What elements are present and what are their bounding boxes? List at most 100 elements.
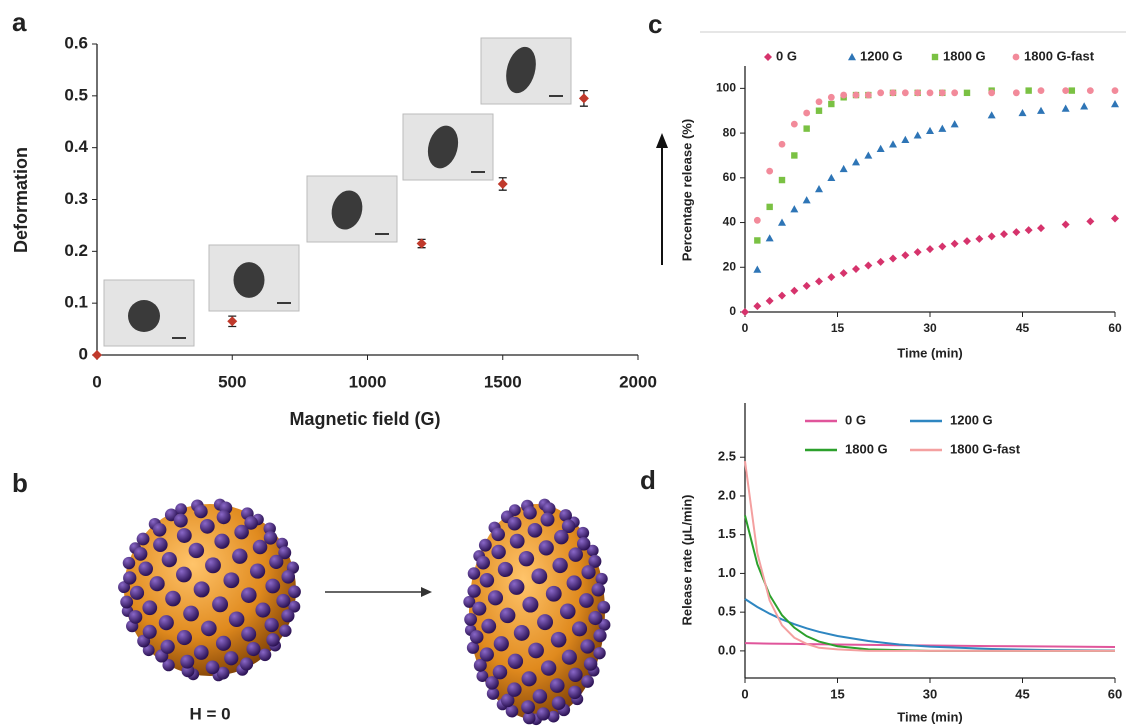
point — [901, 89, 909, 97]
bead — [120, 595, 134, 609]
bead — [142, 624, 157, 639]
point — [1012, 228, 1021, 237]
point — [753, 302, 762, 311]
bead — [579, 593, 594, 608]
point — [1062, 87, 1070, 94]
bead — [500, 693, 515, 708]
bead — [505, 704, 519, 718]
y-tick-label: 20 — [723, 259, 737, 273]
bead — [576, 537, 591, 551]
y-tick-label: 0.2 — [64, 241, 88, 260]
point — [815, 185, 823, 193]
droplet — [506, 46, 536, 94]
bead — [522, 596, 539, 613]
y-tick-label: 2.0 — [718, 487, 736, 502]
y-tick-label: 0.5 — [718, 604, 736, 619]
diagram-label: H = 0 — [189, 704, 230, 723]
point — [741, 308, 749, 316]
point — [1037, 87, 1045, 94]
bead — [176, 630, 193, 646]
bead — [152, 522, 167, 537]
point — [778, 218, 786, 226]
bead — [464, 613, 478, 626]
point — [791, 152, 798, 159]
point — [802, 281, 811, 290]
bead — [241, 587, 257, 603]
bead — [593, 629, 607, 643]
point — [950, 239, 959, 248]
bead — [279, 624, 292, 637]
bead — [205, 660, 220, 675]
bead — [540, 660, 557, 676]
point — [926, 245, 934, 254]
point — [578, 93, 589, 104]
bead — [551, 696, 566, 710]
y-tick-label: 1.0 — [718, 565, 736, 580]
bead — [158, 615, 174, 631]
bead — [165, 590, 181, 607]
bead — [528, 642, 544, 659]
bead — [232, 548, 248, 564]
bead — [161, 551, 177, 568]
point — [963, 237, 971, 246]
bead — [216, 666, 230, 680]
bead — [142, 644, 155, 657]
point — [839, 164, 848, 173]
x-axis-label: Time (min) — [897, 345, 963, 360]
bead — [554, 529, 569, 545]
point — [778, 176, 786, 184]
point — [938, 89, 946, 97]
bead — [513, 625, 530, 641]
panel-label: b — [12, 468, 28, 498]
bead — [522, 711, 536, 725]
x-tick-label: 0 — [92, 372, 101, 391]
point — [864, 151, 873, 159]
point — [1111, 87, 1119, 94]
bead — [595, 572, 608, 586]
bead — [545, 585, 562, 602]
point — [1111, 214, 1119, 223]
bead — [466, 641, 480, 654]
bead — [591, 582, 606, 597]
bead — [507, 516, 522, 531]
point — [753, 265, 762, 273]
bead — [180, 654, 195, 669]
bead — [263, 531, 278, 545]
bead — [175, 503, 187, 516]
bead — [540, 512, 555, 527]
x-tick-label: 45 — [1016, 321, 1030, 335]
line — [744, 515, 1115, 652]
legend-label: 0 G — [776, 48, 797, 63]
point — [1018, 108, 1027, 117]
bead — [193, 581, 210, 598]
point — [987, 232, 996, 241]
point — [1012, 89, 1020, 97]
point — [766, 167, 774, 175]
bead — [216, 510, 231, 525]
bead — [469, 630, 484, 644]
y-tick-label: 80 — [723, 125, 737, 139]
y-tick-label: 100 — [716, 81, 736, 95]
point — [803, 109, 811, 117]
x-tick-label: 2000 — [619, 372, 657, 391]
legend-swatch — [1012, 53, 1020, 61]
x-tick-label: 1500 — [484, 372, 522, 391]
bead — [531, 568, 548, 585]
x-tick-label: 60 — [1108, 686, 1122, 701]
point — [790, 205, 799, 213]
point — [227, 316, 238, 327]
bead — [508, 579, 525, 595]
bead — [281, 570, 296, 584]
droplet — [128, 300, 160, 332]
bead — [205, 557, 221, 574]
bead — [481, 618, 497, 634]
point — [913, 131, 922, 139]
bead — [241, 626, 257, 642]
bead — [559, 603, 576, 620]
legend-swatch — [848, 53, 856, 61]
bead — [278, 546, 292, 560]
bead — [552, 557, 568, 574]
legend-label: 1800 G — [943, 48, 986, 63]
x-tick-label: 30 — [923, 686, 937, 701]
bead — [476, 670, 489, 683]
